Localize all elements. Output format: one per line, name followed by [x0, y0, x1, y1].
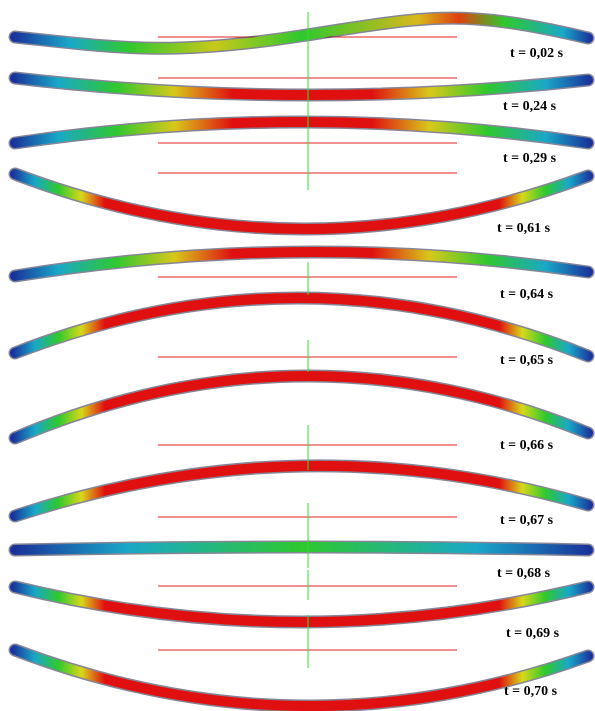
beam [15, 547, 588, 550]
beam [15, 298, 588, 356]
time-label: t = 0,64 s [500, 287, 554, 302]
time-label: t = 0,29 s [503, 151, 557, 166]
figure: t = 0,02 s t = 0,24 s t = 0,29 s t = 0,61 s… [0, 0, 595, 711]
time-label: t = 0,24 s [503, 99, 557, 114]
time-label: t = 0,68 s [497, 566, 551, 581]
time-label: t = 0,69 s [506, 626, 560, 641]
time-label: t = 0,61 s [497, 221, 551, 236]
beam [15, 650, 588, 706]
time-label: t = 0,65 s [500, 353, 554, 368]
time-label: t = 0,66 s [500, 438, 554, 453]
beam [15, 18, 588, 48]
beam [15, 466, 588, 516]
time-label: t = 0,70 s [504, 684, 558, 699]
beam [15, 376, 588, 438]
beam [15, 122, 588, 143]
time-label: t = 0,67 s [500, 513, 554, 528]
time-label: t = 0,02 s [510, 46, 564, 61]
